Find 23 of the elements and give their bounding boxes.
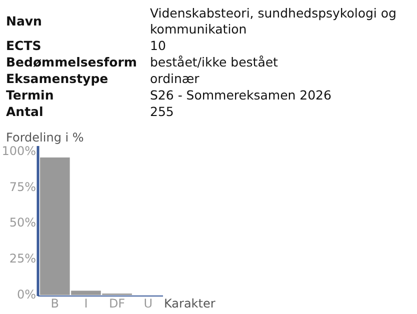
text: Antal [6, 104, 44, 119]
text: 255 [150, 104, 174, 119]
text: Bedømmelsesform [6, 54, 137, 70]
text: Eksamenstype [6, 70, 108, 86]
y-tick-label: 50% [9, 216, 36, 230]
text: 10 [150, 38, 166, 53]
x-axis-title: Karakter [164, 296, 216, 310]
text: S26 - Sommereksamen 2026 [150, 87, 332, 102]
text: ECTS [6, 38, 42, 53]
x-tick-label: U [144, 296, 152, 310]
x-tick-label: I [84, 296, 88, 310]
text: ordinær [150, 70, 200, 86]
text: Termin [6, 87, 54, 102]
y-tick-label: 0% [16, 287, 36, 302]
y-tick-label: 75% [9, 180, 36, 194]
text: bestået/ikke bestået [150, 54, 278, 70]
x-tick-label: DF [108, 296, 126, 310]
x-tick-label: B [50, 296, 60, 310]
text: Navn [6, 13, 42, 28]
y-axis-title: Fordeling i % [6, 130, 84, 144]
y-tick-label: 100% [2, 144, 36, 158]
text: Videnskabsteori, sundhedspsykologi og kommunikation [150, 5, 396, 36]
y-tick-label: 25% [9, 251, 36, 266]
